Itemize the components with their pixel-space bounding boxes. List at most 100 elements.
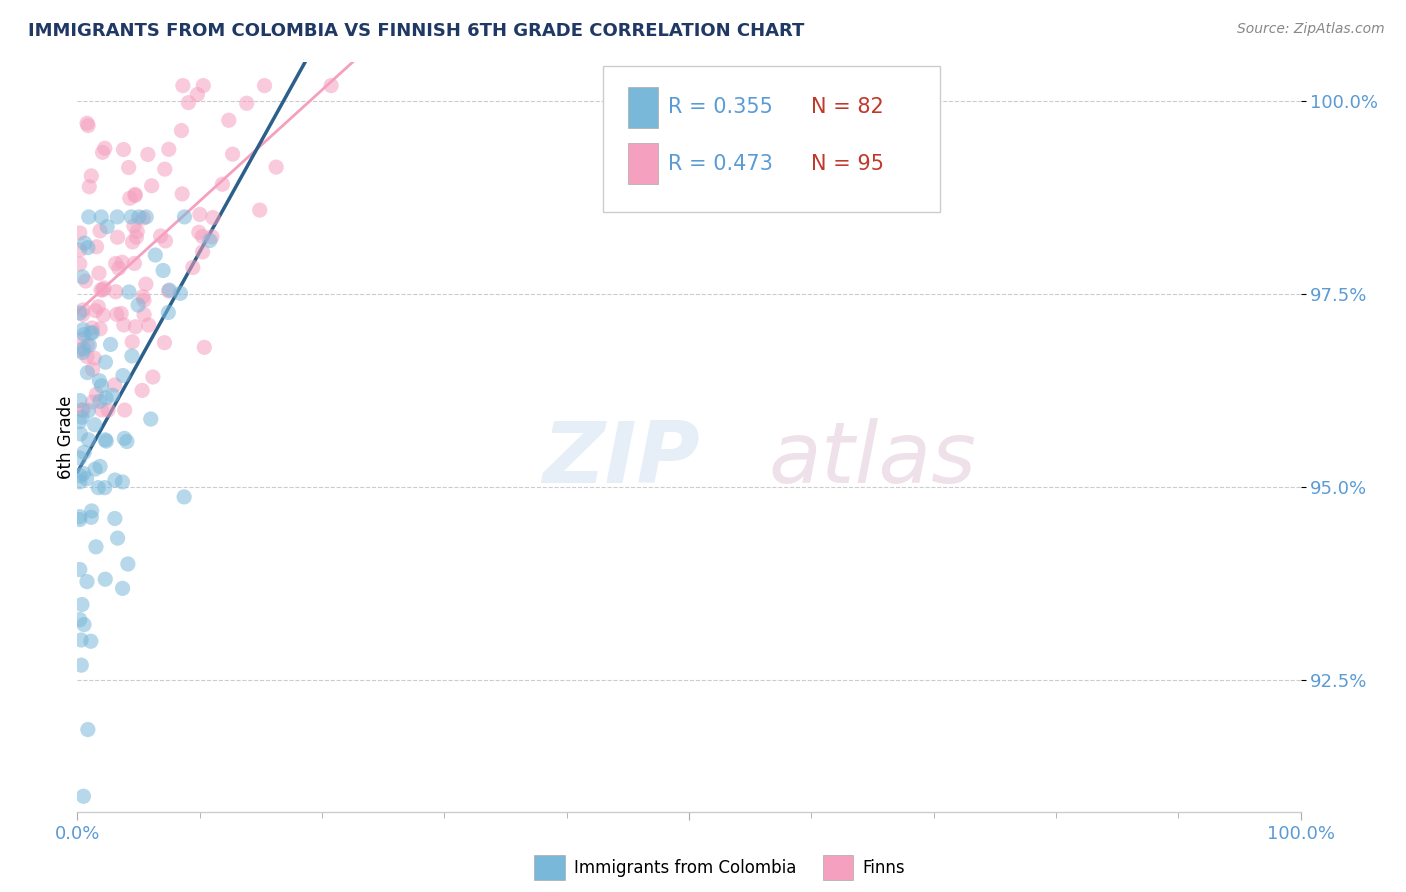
Point (201, 211, 224, 225)
Point (69, 512, 91, 526)
Point (76, 338, 98, 352)
Point (249, 203, 271, 218)
Point (69, 393, 91, 408)
Point (79, 179, 101, 194)
Point (79, 338, 101, 352)
Point (77, 119, 100, 133)
Point (191, 229, 214, 244)
Point (87, 300, 110, 314)
Point (107, 531, 129, 545)
Point (157, 142, 180, 156)
Point (89, 459, 111, 474)
Point (80, 326, 103, 340)
Point (191, 244, 214, 259)
Point (70, 598, 93, 612)
Point (69, 243, 91, 257)
Point (157, 305, 180, 319)
Point (221, 147, 243, 161)
Point (70, 632, 93, 647)
Text: Finns: Finns (862, 859, 904, 877)
Point (89, 394, 111, 409)
Point (91, 145, 114, 160)
Point (110, 306, 132, 320)
Point (211, 178, 233, 192)
Point (77, 210, 100, 224)
Point (83, 351, 105, 366)
Point (132, 308, 155, 322)
Point (94, 141, 117, 155)
Point (77, 433, 100, 447)
Point (135, 277, 157, 292)
Point (80, 510, 103, 524)
FancyBboxPatch shape (603, 66, 939, 212)
Point (104, 256, 127, 270)
Point (128, 210, 150, 224)
Point (104, 378, 127, 392)
Point (193, 340, 215, 354)
Text: N = 82: N = 82 (811, 97, 884, 118)
Text: Immigrants from Colombia: Immigrants from Colombia (574, 859, 796, 877)
Point (77, 241, 100, 255)
Point (89, 374, 111, 388)
Point (91, 283, 114, 297)
Point (104, 285, 127, 299)
Text: atlas: atlas (769, 418, 976, 501)
Text: N = 95: N = 95 (811, 153, 884, 174)
Point (73, 617, 96, 632)
Point (321, 78, 343, 93)
FancyBboxPatch shape (534, 855, 565, 880)
Point (115, 434, 138, 449)
Point (90, 210, 112, 224)
Point (139, 412, 162, 426)
Point (121, 235, 143, 249)
Point (69, 613, 91, 627)
Point (69, 257, 91, 271)
Point (76, 366, 98, 380)
Point (76, 574, 98, 589)
Point (111, 582, 134, 596)
Point (84, 303, 107, 318)
Point (138, 318, 160, 332)
Point (86, 387, 108, 401)
Point (152, 263, 174, 277)
Point (186, 87, 208, 102)
Point (83, 417, 105, 432)
Point (112, 143, 135, 157)
Point (100, 337, 122, 351)
Point (72, 345, 94, 359)
Point (90, 378, 112, 392)
Point (87, 481, 110, 495)
Point (112, 318, 135, 332)
Point (124, 187, 146, 202)
Point (172, 78, 194, 93)
FancyBboxPatch shape (628, 87, 658, 128)
Point (82, 362, 104, 376)
Point (108, 261, 131, 276)
Point (201, 229, 224, 244)
Point (124, 188, 146, 202)
Point (101, 388, 124, 402)
Point (72, 332, 94, 346)
Point (72, 308, 94, 322)
Point (104, 473, 127, 487)
Point (112, 431, 135, 445)
Point (91, 308, 114, 322)
Point (124, 319, 146, 334)
Text: ZIP: ZIP (543, 418, 700, 501)
Point (69, 475, 91, 489)
Point (69, 306, 91, 320)
Point (82, 321, 104, 335)
Point (169, 286, 191, 301)
Point (89, 224, 111, 238)
Point (111, 368, 134, 383)
Point (86, 240, 108, 254)
Point (76, 350, 98, 364)
Point (136, 147, 159, 161)
Point (76, 116, 98, 130)
Point (94, 391, 117, 405)
Point (172, 186, 194, 201)
Point (69, 415, 91, 429)
Point (127, 224, 149, 238)
Point (155, 234, 177, 248)
Text: Source: ZipAtlas.com: Source: ZipAtlas.com (1237, 22, 1385, 37)
